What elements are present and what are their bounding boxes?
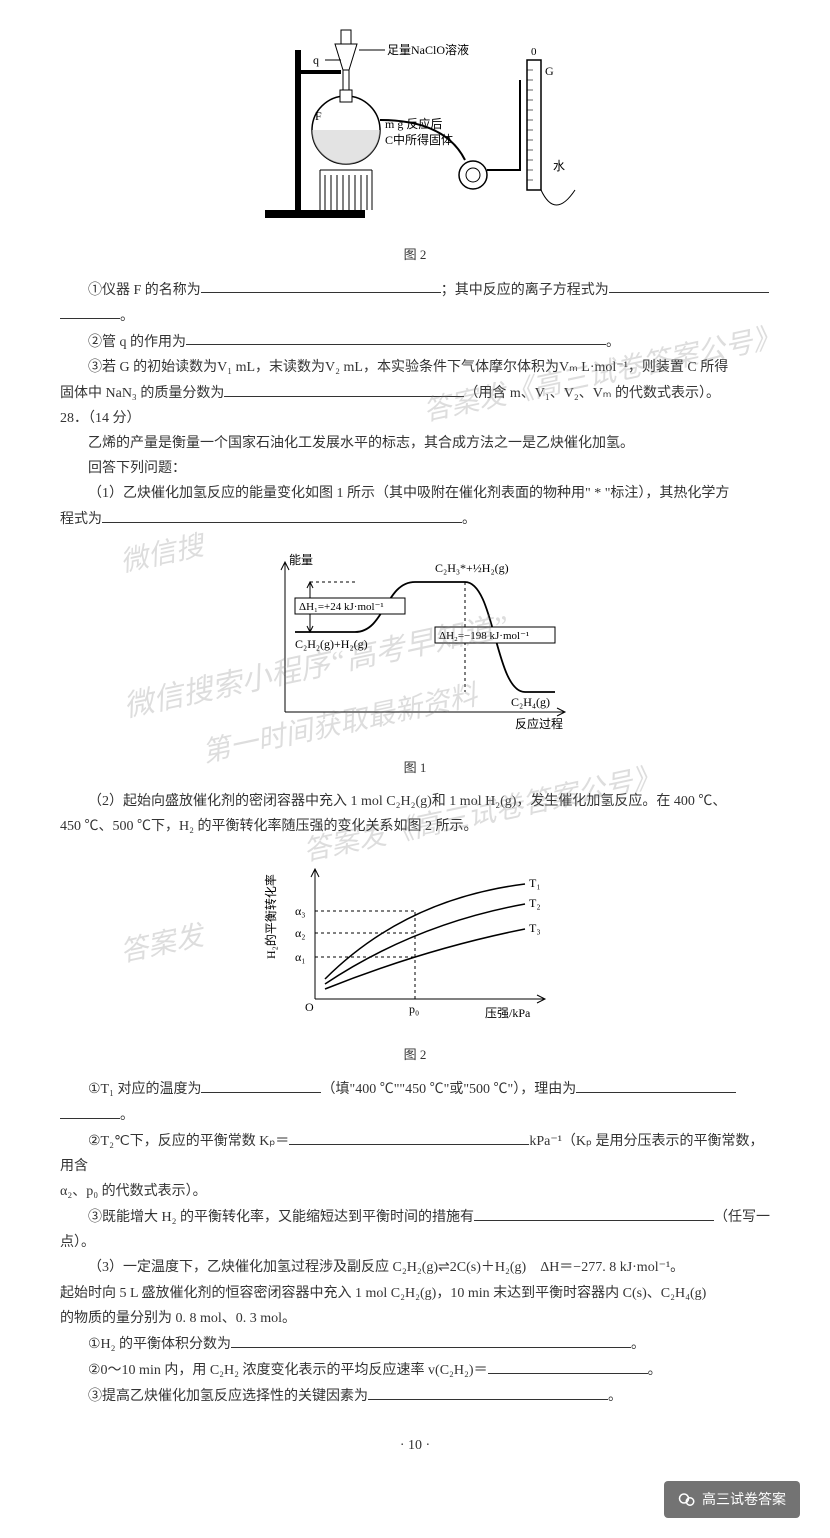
- text: 。: [120, 308, 134, 323]
- q28-p1a: （1）乙炔催化加氢反应的能量变化如图 1 所示（其中吸附在催化剂表面的物种用" …: [60, 481, 770, 506]
- label-F: F: [315, 109, 322, 123]
- text: ②0～10 min 内，用 C₂H₂ 浓度变化表示的平均反应速率 v(C₂H₂)…: [88, 1363, 488, 1378]
- q28-p2q2-tail: α₂、p₀ 的代数式表示）。: [60, 1179, 770, 1204]
- q28-p2q3: ③既能增大 H₂ 的平衡转化率，又能缩短达到平衡时间的措施有（任写一点）。: [60, 1204, 770, 1255]
- text: ①H₂ 的平衡体积分数为: [88, 1337, 231, 1352]
- q28-p3q2: ②0～10 min 内，用 C₂H₂ 浓度变化表示的平均反应速率 v(C₂H₂)…: [60, 1357, 770, 1383]
- tick-a1: α₁: [295, 950, 305, 964]
- text: 。: [648, 1363, 662, 1378]
- blank: [609, 277, 769, 294]
- end-species: C₂H₄(g): [511, 695, 550, 709]
- text: 固体中 NaN₃ 的质量分数为: [60, 386, 224, 401]
- xlabel: 压强/kPa: [485, 1006, 531, 1020]
- text: 。: [120, 1108, 134, 1123]
- footer-source-tag: 高三试卷答案: [664, 1481, 800, 1518]
- text: （用含 m、V₁、V₂、Vₘ 的代数式表示）。: [464, 386, 720, 401]
- energy-svg: 能量 反应过程 C₂H₃*+½H₂(g) ΔH₁=+24 kJ·mol⁻¹ C₂…: [235, 542, 595, 742]
- q27-1-tail: 。: [60, 303, 770, 329]
- apparatus-caption: 图 2: [60, 243, 770, 266]
- dh1: ΔH₁=+24 kJ·mol⁻¹: [299, 601, 384, 613]
- q27-2: ②管 q 的作用为 。: [60, 329, 770, 355]
- q28-intro: 乙烯的产量是衡量一个国家石油化工发展水平的标志，其合成方法之一是乙炔催化加氢。: [60, 431, 770, 456]
- energy-caption: 图 1: [60, 756, 770, 779]
- q27-3b: 固体中 NaN₃ 的质量分数为 （用含 m、V₁、V₂、Vₘ 的代数式表示）。: [60, 380, 770, 406]
- blank: [186, 329, 606, 346]
- conversion-chart: H₂的平衡转化率 压强/kPa O T₁ T₂ T₃ α₃ α₂ α₁ p₀ 图…: [60, 849, 770, 1066]
- page-number: · 10 ·: [60, 1433, 770, 1458]
- apparatus-figure: q F 足量NaClO溶液 m g 反应后 C中所得固体: [60, 20, 770, 267]
- origin: O: [305, 1000, 314, 1014]
- tick-p0: p₀: [409, 1002, 419, 1016]
- label-G: G: [545, 64, 554, 78]
- text: ；其中反应的离子方程式为: [441, 282, 609, 297]
- text: 。: [631, 1337, 645, 1352]
- text: ③既能增大 H₂ 的平衡转化率，又能缩短达到平衡时间的措施有: [88, 1210, 474, 1225]
- curve-t1: T₁: [529, 876, 541, 890]
- text: ①仪器 F 的名称为: [88, 282, 201, 297]
- label-water: 水: [553, 159, 565, 173]
- exam-page: 答案发《高三试卷答案公号》 微信搜 微信搜索小程序“高考早知道” 第一时间获取最…: [0, 0, 830, 1538]
- blank: [60, 1102, 120, 1119]
- q28-p3c: 的物质的量分别为 0. 8 mol、0. 3 mol。: [60, 1306, 770, 1331]
- blank: [289, 1128, 529, 1145]
- text: 。: [462, 512, 476, 527]
- q27-3a: ③若 G 的初始读数为V₁ mL，末读数为V₂ mL，本实验条件下气体摩尔体积为…: [60, 355, 770, 380]
- q28-p2q2: ②T₂℃下，反应的平衡常数 Kₚ＝kPa⁻¹（Kₚ 是用分压表示的平衡常数，用含: [60, 1128, 770, 1179]
- text: （填"400 ℃""450 ℃"或"500 ℃"），理由为: [321, 1082, 576, 1097]
- blank: [488, 1357, 648, 1374]
- conversion-caption: 图 2: [60, 1043, 770, 1066]
- apparatus-svg: q F 足量NaClO溶液 m g 反应后 C中所得固体: [235, 20, 595, 230]
- energy-diagram: 能量 反应过程 C₂H₃*+½H₂(g) ΔH₁=+24 kJ·mol⁻¹ C₂…: [60, 542, 770, 779]
- blank: [201, 277, 441, 294]
- top-species: C₂H₃*+½H₂(g): [435, 561, 509, 575]
- text: 程式为: [60, 512, 102, 527]
- q28-p2a: （2）起始向盛放催化剂的密闭容器中充入 1 mol C₂H₂(g)和 1 mol…: [60, 789, 770, 814]
- label-q: q: [313, 53, 319, 67]
- ylabel: H₂的平衡转化率: [263, 875, 278, 960]
- tick-a3: α₃: [295, 904, 305, 918]
- blank: [60, 303, 120, 320]
- blank: [231, 1331, 631, 1348]
- text: 。: [608, 1389, 622, 1404]
- tick-a2: α₂: [295, 926, 305, 940]
- blank: [201, 1076, 321, 1093]
- q28-p3a: （3）一定温度下，乙炔催化加氢过程涉及副反应 C₂H₂(g)⇌2C(s)＋H₂(…: [60, 1255, 770, 1280]
- q28-header: 28．（14 分）: [60, 406, 770, 431]
- footer-text: 高三试卷答案: [702, 1487, 786, 1512]
- q28-p3b: 起始时向 5 L 盛放催化剂的恒容密闭容器中充入 1 mol C₂H₂(g)，1…: [60, 1281, 770, 1306]
- xlabel: 反应过程: [515, 716, 563, 731]
- q28-p1b: 程式为 。: [60, 506, 770, 532]
- blank: [474, 1204, 714, 1221]
- text: ②T₂℃下，反应的平衡常数 Kₚ＝: [88, 1134, 289, 1149]
- ylabel: 能量: [289, 553, 313, 567]
- curve-t2: T₂: [529, 896, 541, 910]
- text: ②管 q 的作用为: [88, 334, 186, 349]
- blank: [102, 506, 462, 523]
- conversion-svg: H₂的平衡转化率 压强/kPa O T₁ T₂ T₃ α₃ α₂ α₁ p₀: [255, 849, 575, 1029]
- start-species: C₂H₂(g)+H₂(g): [295, 637, 368, 651]
- q28-p2q1: ①T₁ 对应的温度为 （填"400 ℃""450 ℃"或"500 ℃"），理由为: [60, 1076, 770, 1102]
- q28-answer-prompt: 回答下列问题：: [60, 456, 770, 481]
- svg-text:0: 0: [531, 46, 537, 58]
- blank: [224, 380, 464, 397]
- dh2: ΔH₂=−198 kJ·mol⁻¹: [439, 630, 529, 642]
- text: ①T₁ 对应的温度为: [88, 1082, 201, 1097]
- q27-1: ①仪器 F 的名称为 ；其中反应的离子方程式为: [60, 277, 770, 303]
- curve-t3: T₃: [529, 921, 541, 935]
- label-naclo: 足量NaClO溶液: [387, 42, 469, 57]
- q28-p2b: 450 ℃、500 ℃下，H₂ 的平衡转化率随压强的变化关系如图 2 所示。: [60, 814, 770, 839]
- text: ③提高乙炔催化加氢反应选择性的关键因素为: [88, 1389, 368, 1404]
- chat-icon: [678, 1491, 696, 1509]
- text: 。: [606, 334, 620, 349]
- q28-p3q1: ①H₂ 的平衡体积分数为 。: [60, 1331, 770, 1357]
- blank: [368, 1383, 608, 1400]
- q28-p2q1-tail: 。: [60, 1102, 770, 1128]
- blank: [576, 1076, 736, 1093]
- q28-p3q3: ③提高乙炔催化加氢反应选择性的关键因素为 。: [60, 1383, 770, 1409]
